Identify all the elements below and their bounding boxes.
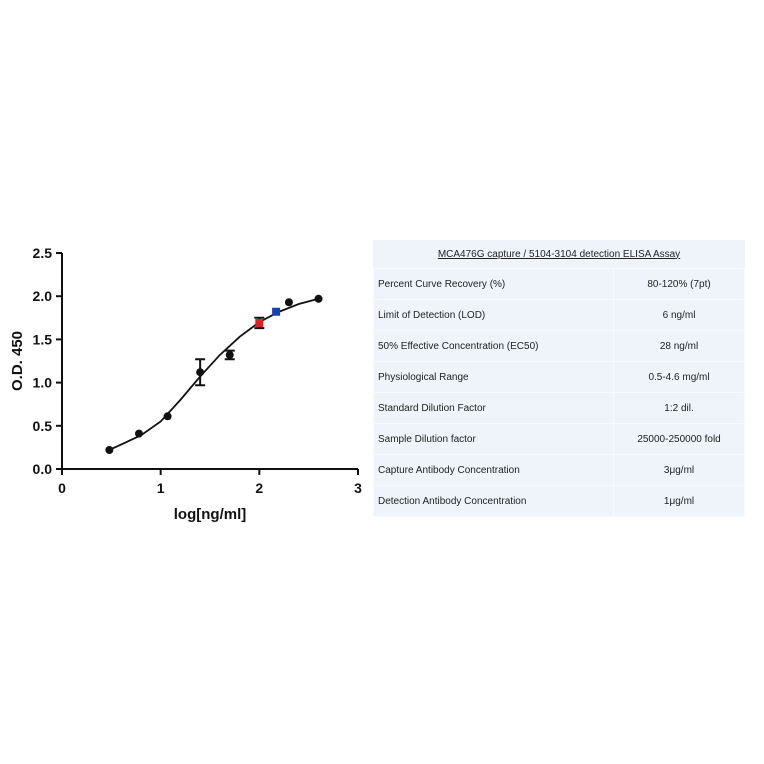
- table-title: MCA476G capture / 5104-3104 detection EL…: [437, 248, 681, 260]
- data-point: [196, 368, 205, 377]
- y-tick-label: 2.0: [33, 288, 53, 304]
- assay-table: MCA476G capture / 5104-3104 detection EL…: [372, 240, 745, 517]
- parameter-cell: Physiological Range: [372, 361, 615, 393]
- table-row: Standard Dilution Factor 1:2 dil.: [372, 392, 745, 424]
- table-row: Physiological Range 0.5-4.6 mg/ml: [372, 361, 745, 393]
- x-tick-label: 3: [354, 480, 362, 496]
- value-cell: 6 ng/ml: [613, 299, 745, 331]
- parameter-cell: Capture Antibody Concentration: [372, 454, 615, 486]
- value-cell: 1μg/ml: [613, 485, 745, 517]
- fit-curve: [108, 297, 319, 451]
- y-tick-label: 0.5: [33, 418, 53, 434]
- parameter-cell: Standard Dilution Factor: [372, 392, 615, 424]
- parameter-cell: Limit of Detection (LOD): [372, 299, 615, 331]
- value-cell: 3μg/ml: [613, 454, 745, 486]
- data-point: [314, 294, 323, 303]
- table-row: Sample Dilution factor 25000-250000 fold: [372, 423, 745, 455]
- data-point: [105, 445, 114, 454]
- y-axis-title: O.D. 450: [9, 331, 26, 391]
- table-row: Percent Curve Recovery (%) 80-120% (7pt): [372, 268, 745, 300]
- parameter-cell: Percent Curve Recovery (%): [372, 268, 615, 300]
- value-cell: 28 ng/ml: [613, 330, 745, 362]
- x-tick-label: 1: [157, 480, 165, 496]
- y-tick-label: 1.0: [33, 375, 53, 391]
- parameter-cell: Detection Antibody Concentration: [372, 485, 615, 517]
- value-cell: 1:2 dil.: [613, 392, 745, 424]
- data-point: [163, 412, 172, 421]
- parameter-cell: 50% Effective Concentration (EC50): [372, 330, 615, 362]
- table-row: Limit of Detection (LOD) 6 ng/ml: [372, 299, 745, 331]
- chart: O.D. 450 log[ng/ml] 0.0 0.5 1.0 1.5 2.0 2.5 0 1…: [9, 245, 362, 523]
- value-cell: 0.5-4.6 mg/ml: [613, 361, 745, 393]
- data-point: [272, 307, 281, 316]
- x-axis-title: log[ng/ml]: [174, 506, 246, 523]
- table-row: Capture Antibody Concentration 3μg/ml: [372, 454, 745, 486]
- table-row: 50% Effective Concentration (EC50) 28 ng/…: [372, 330, 745, 362]
- data-point: [255, 318, 264, 327]
- x-tick-label: 0: [58, 480, 66, 496]
- data-point: [225, 350, 234, 359]
- value-cell: 80-120% (7pt): [613, 268, 745, 300]
- y-tick-label: 1.5: [33, 331, 53, 347]
- y-tick-label: 2.5: [33, 245, 53, 261]
- value-cell: 25000-250000 fold: [613, 423, 745, 455]
- table-row: Detection Antibody Concentration 1μg/ml: [372, 485, 745, 517]
- data-point: [134, 429, 143, 438]
- x-tick-label: 2: [255, 480, 263, 496]
- parameter-cell: Sample Dilution factor: [372, 423, 615, 455]
- y-tick-label: 0.0: [33, 461, 53, 477]
- data-point: [284, 298, 293, 307]
